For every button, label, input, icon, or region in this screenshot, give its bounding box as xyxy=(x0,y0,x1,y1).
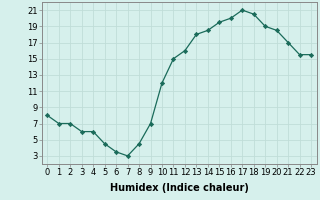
X-axis label: Humidex (Indice chaleur): Humidex (Indice chaleur) xyxy=(110,183,249,193)
